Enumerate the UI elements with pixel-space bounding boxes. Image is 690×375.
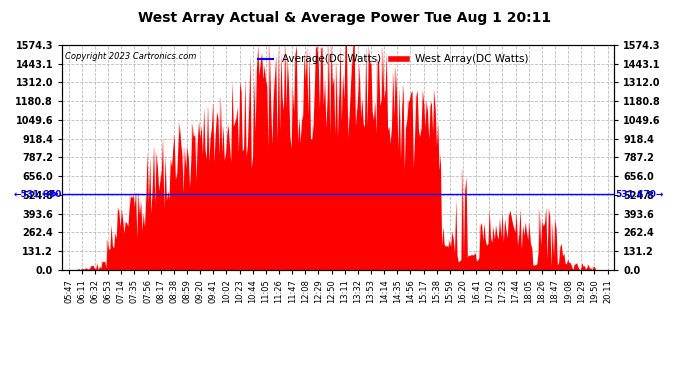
Legend: Average(DC Watts), West Array(DC Watts): Average(DC Watts), West Array(DC Watts) — [254, 50, 533, 69]
Text: ←531.670: ←531.670 — [13, 189, 61, 198]
Text: 531.670→: 531.670→ — [615, 189, 664, 198]
Text: West Array Actual & Average Power Tue Aug 1 20:11: West Array Actual & Average Power Tue Au… — [139, 11, 551, 25]
Text: Copyright 2023 Cartronics.com: Copyright 2023 Cartronics.com — [65, 52, 196, 61]
